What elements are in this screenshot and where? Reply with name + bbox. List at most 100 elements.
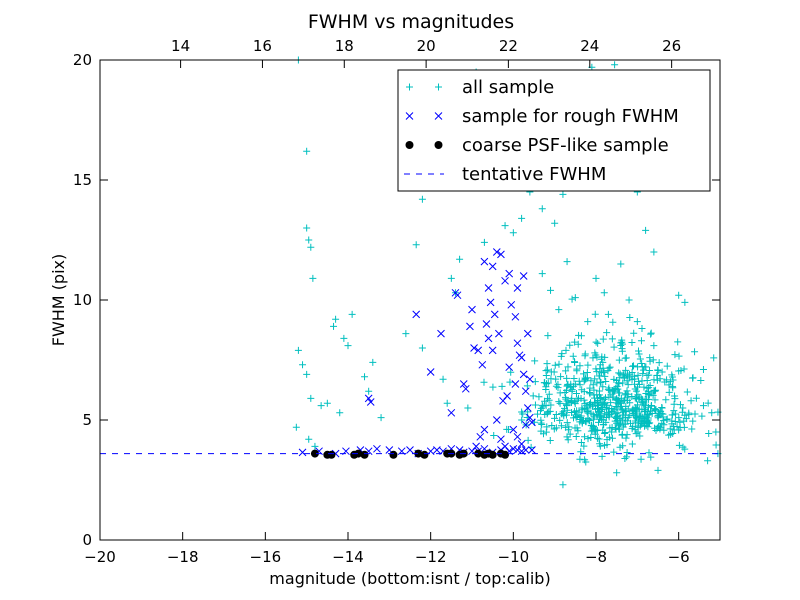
all-sample-point (600, 368, 608, 376)
x-tick-label: −12 (415, 548, 447, 566)
all-sample-point (552, 382, 560, 390)
all-sample-point (592, 338, 600, 346)
rough-fwhm-point (406, 446, 414, 454)
all-sample-point (610, 448, 618, 456)
all-sample-point (577, 412, 585, 420)
all-sample-point (602, 378, 610, 386)
all-sample-point (670, 407, 678, 415)
all-sample-point (608, 335, 616, 343)
all-sample-point (317, 402, 325, 410)
all-sample-point (623, 417, 631, 425)
rough-fwhm-point (519, 272, 528, 280)
all-sample-point (501, 222, 509, 230)
all-sample-point (307, 243, 315, 251)
all-sample-point (712, 428, 720, 436)
all-sample-point (617, 339, 625, 347)
all-sample-point (601, 394, 609, 402)
all-sample-point (600, 289, 608, 297)
all-sample-point (624, 381, 632, 389)
all-sample-point (680, 365, 688, 373)
all-sample-point (626, 399, 634, 407)
all-sample-point (559, 481, 567, 489)
all-sample-point (617, 416, 625, 424)
rough-fwhm-point (447, 408, 456, 417)
all-sample-point (332, 315, 340, 323)
rough-fwhm-point (526, 375, 534, 384)
top-tick-label: 14 (171, 37, 190, 55)
all-sample-point (568, 408, 576, 416)
all-sample-point (572, 390, 580, 398)
all-sample-point (663, 362, 671, 370)
all-sample-point (490, 432, 498, 440)
all-sample-point (592, 274, 600, 282)
rough-fwhm-point (492, 416, 501, 424)
all-sample-point (608, 434, 616, 442)
all-sample-point (602, 418, 610, 426)
all-sample-point (555, 398, 563, 406)
all-sample-point (635, 347, 643, 355)
all-sample-point (518, 408, 526, 416)
rough-fwhm-point (519, 370, 528, 379)
all-sample-point (529, 392, 537, 400)
rough-fwhm-point (497, 250, 505, 259)
all-sample-point (489, 383, 497, 391)
psf-like-point (327, 450, 336, 459)
axis-ticks: −20 −18 −16 −14 −12 −10 −8 −6 0 5 10 15 20 14 16 18 20 22… (73, 37, 720, 566)
all-sample-point (638, 377, 646, 385)
all-sample-point (623, 394, 631, 402)
x-tick-label: −8 (585, 548, 607, 566)
all-sample-point (668, 411, 676, 419)
all-sample-point (560, 412, 568, 420)
all-sample-point (637, 337, 645, 345)
all-sample-point (543, 423, 551, 431)
all-sample-point (584, 318, 592, 326)
all-sample-point (610, 343, 618, 351)
all-sample-point (616, 374, 624, 382)
rough-fwhm-point (505, 363, 514, 372)
legend-marker-plus (406, 83, 442, 91)
rough-fwhm-point (480, 257, 489, 266)
all-sample-point (636, 422, 644, 430)
all-sample-point (626, 314, 634, 322)
all-sample-point (576, 362, 584, 370)
all-sample-point (580, 442, 588, 450)
all-sample-point (547, 401, 555, 409)
all-sample-point (651, 424, 659, 432)
rough-fwhm-point (478, 360, 487, 369)
y-tick-label: 0 (82, 531, 92, 549)
psf-like-point (310, 449, 319, 458)
rough-fwhm-point (466, 322, 474, 331)
psf-like-point (420, 450, 429, 459)
all-sample-point (344, 342, 352, 350)
all-sample-point (562, 367, 570, 375)
all-sample-point (637, 455, 645, 463)
rough-fwhm-point (521, 446, 530, 454)
all-sample-point (621, 454, 629, 462)
all-sample-point (542, 367, 550, 375)
all-sample-point (619, 379, 627, 387)
all-sample-point (651, 405, 659, 413)
all-sample-point (570, 382, 578, 390)
all-sample-point (671, 351, 679, 359)
all-sample-point (569, 352, 577, 360)
all-sample-point (524, 436, 532, 444)
all-sample-point (591, 349, 599, 357)
all-sample-point (643, 384, 651, 392)
all-sample-point (599, 364, 607, 372)
all-sample-point (544, 409, 552, 417)
all-sample-point (598, 452, 606, 460)
all-sample-point (587, 377, 595, 385)
all-sample-point (595, 435, 603, 443)
all-sample-point (615, 425, 623, 433)
top-tick-label: 24 (580, 37, 599, 55)
all-sample-point (634, 401, 642, 409)
all-sample-point (669, 383, 677, 391)
all-sample-point (677, 367, 685, 375)
all-sample-point (622, 407, 630, 415)
rough-fwhm-point (472, 442, 480, 451)
all-sample-point (663, 416, 671, 424)
all-sample-point (599, 383, 607, 391)
all-sample-point (632, 404, 640, 412)
all-sample-point (580, 370, 588, 378)
